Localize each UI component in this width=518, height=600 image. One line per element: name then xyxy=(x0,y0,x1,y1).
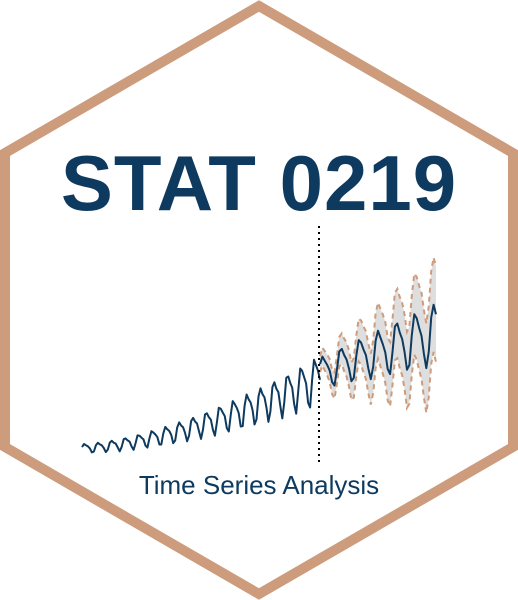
forecast-lower-bound xyxy=(319,351,437,413)
course-title: STAT 0219 xyxy=(60,139,458,227)
forecast-interval-band xyxy=(320,257,436,413)
forecast-upper-bound xyxy=(319,257,437,375)
history-series-line xyxy=(81,358,321,454)
forecast-mean-line xyxy=(319,303,437,387)
course-subtitle: Time Series Analysis xyxy=(138,470,380,500)
